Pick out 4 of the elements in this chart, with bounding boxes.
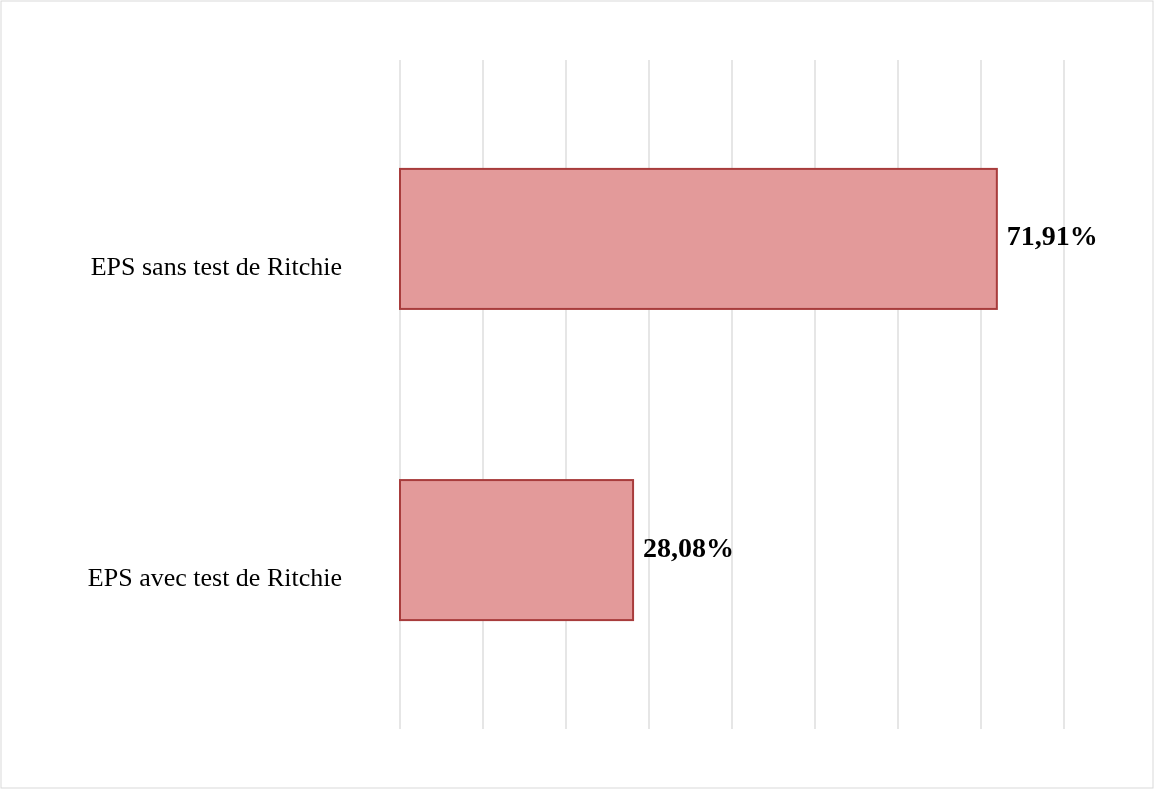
y-tick-label: EPS avec test de Ritchie [87, 563, 342, 593]
data-label: 71,91% [1006, 220, 1098, 252]
y-tick-label: EPS sans test de Ritchie [90, 251, 342, 281]
data-label: 28,08% [643, 531, 735, 563]
